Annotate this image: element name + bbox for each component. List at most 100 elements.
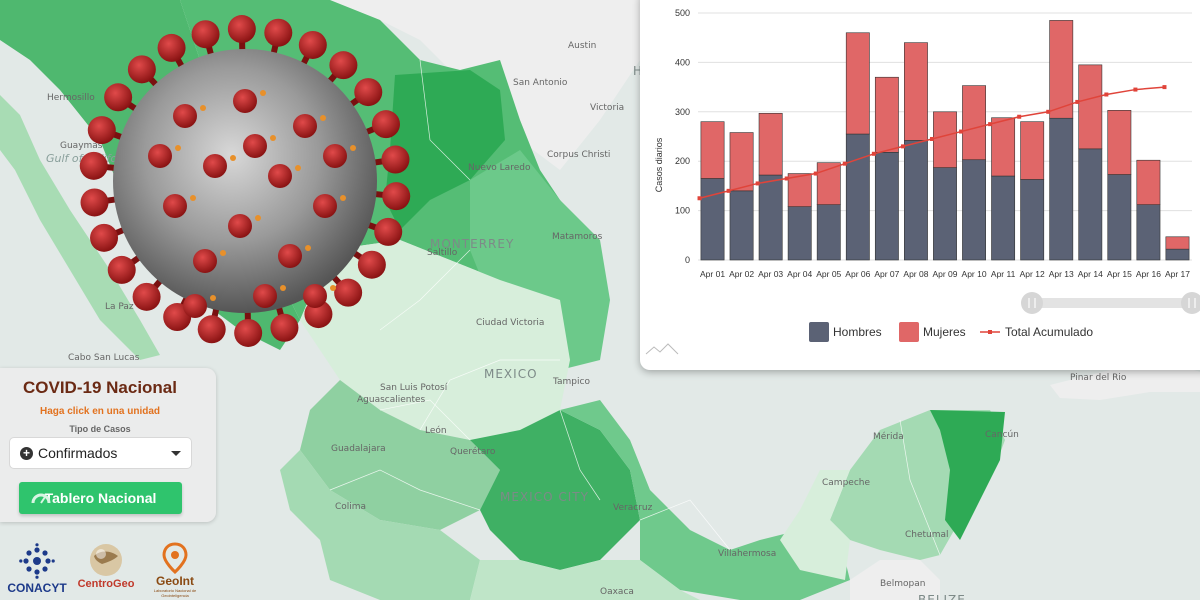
bar-hombres[interactable]: [758, 174, 783, 261]
cumulative-point[interactable]: [1046, 109, 1051, 114]
virus-orange-dot: [280, 285, 286, 291]
cumulative-point[interactable]: [959, 129, 964, 134]
bar-mujeres[interactable]: [874, 76, 899, 153]
x-tick-label: Apr 10: [962, 269, 987, 279]
bar-mujeres[interactable]: [904, 42, 928, 141]
place-label-oaxaca: Oaxaca: [600, 587, 634, 597]
cumulative-point[interactable]: [988, 122, 993, 127]
virus-spike: [132, 282, 161, 311]
bar-mujeres[interactable]: [729, 132, 754, 192]
bar-mujeres[interactable]: [1136, 159, 1161, 205]
place-label-monterrey: MONTERREY: [430, 237, 515, 251]
map-pin-icon: [162, 542, 188, 574]
geoint-text: GeoInt: [156, 574, 194, 588]
place-label-cancun: Cancún: [985, 430, 1019, 440]
bar-mujeres[interactable]: [700, 121, 725, 179]
slider-handle-right[interactable]: [1181, 292, 1200, 314]
bar-hombres[interactable]: [845, 133, 870, 261]
tablero-nacional-label: Tablero Nacional: [44, 490, 157, 506]
virus-spike: [329, 51, 358, 80]
cumulative-point[interactable]: [1104, 92, 1109, 97]
cumulative-point[interactable]: [1017, 114, 1022, 119]
bar-hombres[interactable]: [816, 204, 841, 261]
virus-orange-dot: [350, 145, 356, 151]
slider-handle-left[interactable]: [1021, 292, 1043, 314]
bar-hombres[interactable]: [1049, 117, 1074, 261]
bar-mujeres[interactable]: [758, 112, 783, 176]
range-slider[interactable]: [1021, 292, 1200, 314]
bar-hombres[interactable]: [991, 175, 1016, 261]
bar-mujeres[interactable]: [1020, 121, 1045, 180]
virus-surface-protein: [148, 144, 172, 168]
geoint-logo[interactable]: GeoInt Laboratorio Nacional de Geointeli…: [146, 542, 204, 598]
bar-mujeres[interactable]: [991, 117, 1016, 177]
virus-surface-protein: [193, 249, 217, 273]
cumulative-point[interactable]: [1162, 85, 1167, 90]
x-tick-label: Apr 04: [787, 269, 812, 279]
bar-hombres[interactable]: [1078, 148, 1103, 261]
virus-spike: [157, 33, 186, 62]
cumulative-point[interactable]: [755, 181, 760, 186]
cumulative-point[interactable]: [726, 188, 731, 193]
bar-hombres[interactable]: [904, 140, 928, 261]
virus-surface-protein: [323, 144, 347, 168]
virus-orange-dot: [230, 155, 236, 161]
bar-hombres[interactable]: [1136, 204, 1161, 261]
bar-hombres[interactable]: [1165, 248, 1190, 261]
bar-hombres[interactable]: [1020, 179, 1045, 261]
cumulative-point[interactable]: [697, 196, 702, 201]
cumulative-point[interactable]: [1075, 99, 1080, 104]
place-label-san-luis-potosi: San Luis Potosí: [380, 383, 448, 393]
virus-orange-dot: [210, 295, 216, 301]
cumulative-line: [697, 85, 1167, 201]
bar-mujeres[interactable]: [845, 32, 870, 135]
place-label-tampico: Tampico: [553, 377, 590, 387]
bar-hombres[interactable]: [729, 190, 754, 261]
place-label-belize: BELIZE: [918, 593, 966, 600]
y-tick-label: 0: [685, 255, 690, 265]
place-label-veracruz: Veracruz: [613, 503, 653, 513]
bar-hombres[interactable]: [874, 152, 899, 261]
conacyt-logo[interactable]: CONACYT: [4, 543, 70, 595]
bars: [700, 20, 1190, 261]
chart-legend[interactable]: Hombres Mujeres Total Acumulado: [809, 322, 1093, 342]
x-tick-label: Apr 13: [1049, 269, 1074, 279]
cumulative-point[interactable]: [930, 136, 934, 141]
x-tick-label: Apr 07: [874, 269, 899, 279]
bar-mujeres[interactable]: [933, 111, 957, 168]
cumulative-point[interactable]: [1133, 87, 1138, 92]
place-label-corpus-christi: Corpus Christi: [547, 150, 611, 160]
bar-hombres[interactable]: [962, 159, 986, 261]
cumulative-point[interactable]: [871, 151, 876, 156]
bar-mujeres[interactable]: [787, 173, 812, 207]
x-tick-label: Apr 06: [845, 269, 870, 279]
chart-panel: 0 100 200 300 400 500 Casos diarios Apr 01 Apr…: [640, 0, 1200, 370]
bar-mujeres[interactable]: [962, 85, 986, 161]
place-label-guaymas: Guaymas: [60, 141, 103, 151]
bar-mujeres[interactable]: [1078, 64, 1103, 150]
bar-mujeres[interactable]: [1107, 110, 1132, 175]
cumulative-point[interactable]: [813, 171, 818, 176]
dashboard-gauge-icon: [31, 493, 51, 504]
bar-hombres[interactable]: [1107, 174, 1132, 261]
place-label-cabo-san-lucas: Cabo San Lucas: [68, 353, 140, 363]
case-type-select[interactable]: + Confirmados: [9, 437, 192, 469]
x-tick-label: Apr 08: [903, 269, 928, 279]
bar-mujeres[interactable]: [1165, 236, 1190, 250]
bar-hombres[interactable]: [700, 178, 725, 261]
bar-mujeres[interactable]: [1049, 20, 1074, 119]
place-label-belmopan: Belmopan: [880, 579, 926, 589]
bar-hombres[interactable]: [787, 206, 812, 261]
cumulative-point[interactable]: [900, 144, 905, 149]
x-tick-label: Apr 17: [1165, 269, 1190, 279]
bar-hombres[interactable]: [933, 167, 957, 261]
cumulative-point[interactable]: [784, 176, 789, 181]
virus-spike: [374, 217, 403, 246]
tablero-nacional-button[interactable]: Tablero Nacional: [19, 482, 182, 514]
virus-orange-dot: [295, 165, 301, 171]
bar-mujeres[interactable]: [816, 162, 841, 205]
cumulative-point[interactable]: [842, 161, 847, 166]
virus-spike: [79, 151, 108, 180]
centrogeo-logo[interactable]: CentroGeo: [76, 542, 136, 590]
